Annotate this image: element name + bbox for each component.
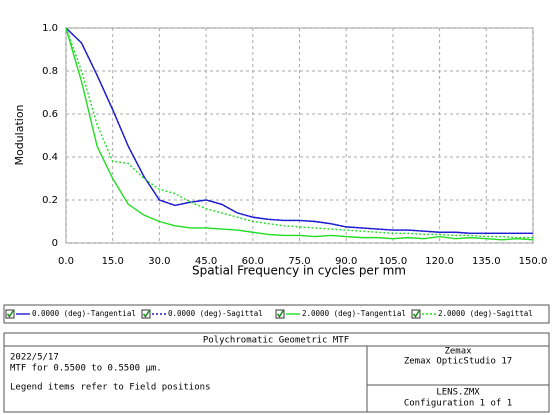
- footer-product: Zemax OpticStudio 17: [404, 357, 512, 367]
- footer-note: Legend items refer to Field positions: [10, 383, 210, 393]
- x-axis-label: Spatial Frequency in cycles per mm: [192, 264, 406, 278]
- x-tick-label: 105.0: [379, 256, 408, 267]
- legend-checkbox: [275, 309, 285, 319]
- legend-label: 0.0000 (deg)-Tangential: [32, 309, 136, 318]
- footer-description: MTF for 0.5500 to 0.5500 µm.: [10, 364, 162, 374]
- legend-checkbox: [141, 309, 151, 319]
- x-tick-label: 135.0: [472, 256, 501, 267]
- series-line: [65, 27, 533, 235]
- legend-label: 2.0000 (deg)-Sagittal: [438, 309, 533, 318]
- legend-box: [3, 304, 550, 324]
- series-line: [65, 27, 534, 241]
- footer-title: Polychromatic Geometric MTF: [203, 336, 349, 346]
- x-tick-label: 60.0: [242, 256, 264, 267]
- x-tick-label: 45.0: [195, 256, 217, 267]
- y-tick-label: 1.0: [42, 23, 58, 34]
- y-tick-label: 0.8: [42, 66, 58, 77]
- legend-checkbox: [5, 309, 15, 319]
- legend-check: [142, 310, 150, 318]
- y-tick-label: 0: [52, 238, 58, 249]
- y-tick-label: 0.2: [42, 195, 58, 206]
- y-tick-label: 0.4: [42, 152, 58, 163]
- legend-check: [276, 310, 284, 318]
- x-tick-label: 0.0: [58, 256, 74, 267]
- footer-box: [3, 332, 550, 413]
- legend-label: 0.0000 (deg)-Sagittal: [168, 309, 263, 318]
- y-tick-label: 0.6: [42, 109, 58, 120]
- x-tick-label: 30.0: [148, 256, 170, 267]
- x-tick-label: 150.0: [519, 256, 548, 267]
- footer-file: LENS.ZMX: [436, 388, 480, 398]
- x-tick-label: 90.0: [335, 256, 357, 267]
- y-axis-label: Modulation: [13, 104, 26, 165]
- legend-check: [412, 310, 420, 318]
- footer-date: 2022/5/17: [10, 353, 59, 363]
- legend-check: [6, 310, 14, 318]
- legend-checkbox: [411, 309, 421, 319]
- x-tick-label: 75.0: [288, 256, 310, 267]
- x-tick-label: 15.0: [102, 256, 124, 267]
- x-tick-label: 120.0: [425, 256, 454, 267]
- legend-label: 2.0000 (deg)-Tangential: [302, 309, 406, 318]
- footer-company: Zemax: [444, 347, 472, 357]
- footer-configuration: Configuration 1 of 1: [404, 399, 512, 409]
